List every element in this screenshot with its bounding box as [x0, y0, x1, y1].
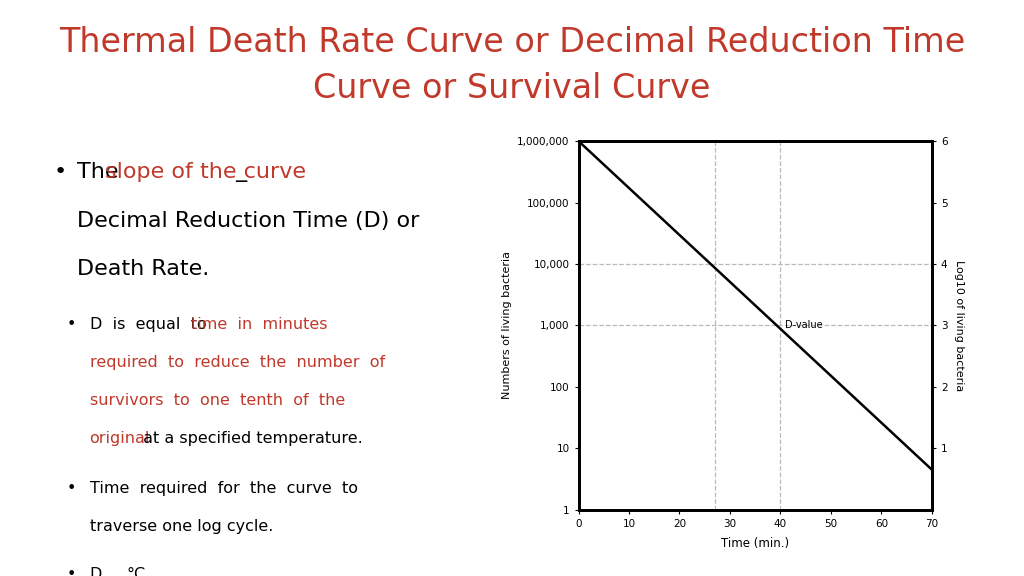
Text: D  is  equal  to: D is equal to	[90, 317, 211, 332]
Text: time  in  minutes: time in minutes	[190, 317, 328, 332]
Text: •: •	[67, 481, 76, 496]
Text: traverse one log cycle.: traverse one log cycle.	[90, 519, 273, 534]
Text: at a specified temperature.: at a specified temperature.	[138, 431, 362, 446]
Text: Decimal Reduction Time (D) or: Decimal Reduction Time (D) or	[77, 211, 419, 231]
Text: Time  required  for  the  curve  to: Time required for the curve to	[90, 481, 357, 496]
Text: •: •	[53, 162, 67, 183]
Text: Curve or Survival Curve: Curve or Survival Curve	[313, 72, 711, 105]
X-axis label: Time (min.): Time (min.)	[721, 537, 790, 550]
Y-axis label: Numbers of living bacteria: Numbers of living bacteria	[502, 252, 512, 399]
Y-axis label: Log10 of living bacteria: Log10 of living bacteria	[954, 260, 965, 391]
Text: slope of the curve: slope of the curve	[104, 162, 306, 183]
Text: •: •	[67, 317, 76, 332]
Text: survivors  to  one  tenth  of  the: survivors to one tenth of the	[90, 393, 345, 408]
Text: The: The	[77, 162, 125, 183]
Text: D-value: D-value	[785, 320, 823, 331]
Text: •: •	[67, 567, 76, 576]
Text: _: _	[229, 162, 248, 183]
Text: °C: °C	[127, 567, 146, 576]
Text: required  to  reduce  the  number  of: required to reduce the number of	[90, 355, 385, 370]
Text: Thermal Death Rate Curve or Decimal Reduction Time: Thermal Death Rate Curve or Decimal Redu…	[58, 26, 966, 59]
Text: original: original	[90, 431, 150, 446]
Text: D: D	[90, 567, 102, 576]
Text: Death Rate.: Death Rate.	[77, 259, 209, 279]
